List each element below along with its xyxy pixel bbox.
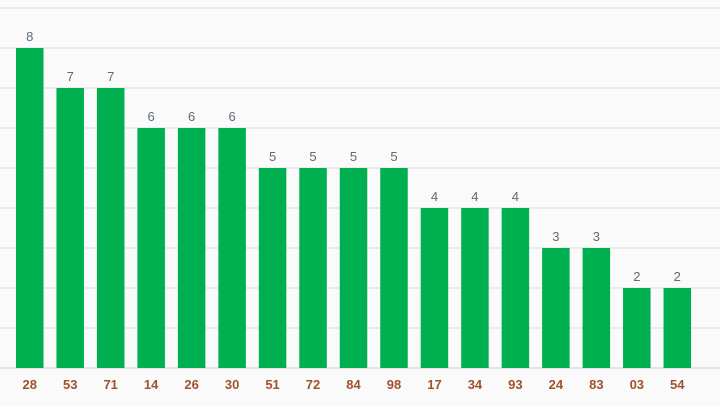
bar-93 xyxy=(501,208,530,368)
bar-24 xyxy=(542,248,570,368)
value-label-26: 6 xyxy=(188,109,195,124)
x-tick-label-83: 83 xyxy=(589,377,603,392)
value-label-03: 2 xyxy=(633,269,640,284)
bar-84 xyxy=(339,168,368,368)
value-label-24: 3 xyxy=(552,229,559,244)
bar-54 xyxy=(663,288,692,368)
bar-26 xyxy=(177,128,206,368)
value-label-51: 5 xyxy=(269,149,276,164)
x-tick-label-14: 14 xyxy=(144,377,159,392)
value-label-71: 7 xyxy=(107,69,114,84)
x-tick-label-24: 24 xyxy=(549,377,564,392)
x-tick-label-54: 54 xyxy=(670,377,685,392)
x-tick-label-17: 17 xyxy=(427,377,441,392)
bar-72 xyxy=(299,168,327,368)
value-label-17: 4 xyxy=(431,189,438,204)
value-label-98: 5 xyxy=(390,149,397,164)
bars xyxy=(16,48,692,368)
x-tick-label-03: 03 xyxy=(630,377,644,392)
x-tick-label-51: 51 xyxy=(265,377,279,392)
value-label-93: 4 xyxy=(512,189,519,204)
bar-17 xyxy=(420,208,449,368)
x-tick-label-72: 72 xyxy=(306,377,320,392)
bar-71 xyxy=(96,88,125,368)
x-tick-label-30: 30 xyxy=(225,377,239,392)
x-tick-label-98: 98 xyxy=(387,377,401,392)
value-label-30: 6 xyxy=(228,109,235,124)
x-tick-label-26: 26 xyxy=(184,377,198,392)
value-label-83: 3 xyxy=(593,229,600,244)
bar-28 xyxy=(16,48,44,368)
bar-83 xyxy=(582,248,611,368)
bar-51 xyxy=(258,168,287,368)
bar-98 xyxy=(380,168,408,368)
value-label-72: 5 xyxy=(309,149,316,164)
value-label-84: 5 xyxy=(350,149,357,164)
bar-34 xyxy=(461,208,489,368)
value-label-28: 8 xyxy=(26,29,33,44)
x-axis-tick-labels: 28 53 71 14 26 30 51 72 84 98 17 34 93 24 83 03 54 xyxy=(23,377,686,392)
bar-14 xyxy=(137,128,165,368)
value-label-53: 7 xyxy=(67,69,74,84)
value-label-54: 2 xyxy=(674,269,681,284)
x-tick-label-71: 71 xyxy=(103,377,117,392)
value-label-34: 4 xyxy=(471,189,478,204)
x-tick-label-93: 93 xyxy=(508,377,522,392)
x-tick-label-84: 84 xyxy=(346,377,361,392)
x-tick-label-53: 53 xyxy=(63,377,77,392)
x-tick-label-34: 34 xyxy=(468,377,483,392)
value-labels: 8 7 7 6 6 6 5 5 5 5 4 4 4 3 3 2 2 xyxy=(26,29,681,284)
bar-03 xyxy=(623,288,651,368)
value-label-14: 6 xyxy=(148,109,155,124)
x-tick-label-28: 28 xyxy=(23,377,37,392)
bar-30 xyxy=(218,128,246,368)
bar-53 xyxy=(56,88,84,368)
